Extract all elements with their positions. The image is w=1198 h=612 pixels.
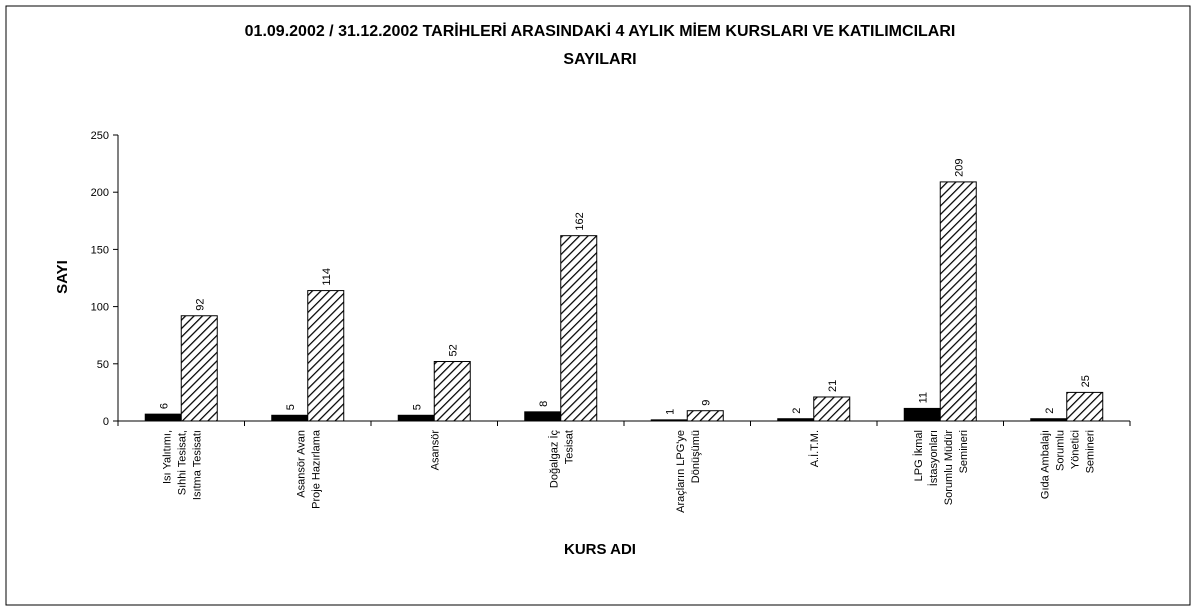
value-label: 52 — [447, 344, 459, 356]
x-tick-label-line: Sorumlu Müdür — [943, 430, 955, 506]
value-label: 92 — [194, 299, 206, 311]
x-tick-label: Gıda Ambalajı Sorumlu Yönetici Semineri — [1039, 430, 1096, 499]
x-tick-label-line: Tesisat — [563, 430, 575, 464]
chart-title: 01.09.2002 / 31.12.2002 TARİHLERİ ARASIN… — [245, 22, 956, 40]
y-tick-label: 150 — [91, 244, 109, 256]
value-label: 6 — [158, 403, 170, 409]
bar — [1030, 418, 1068, 422]
value-label: 5 — [411, 404, 423, 410]
x-tick-label-line: Asansör — [429, 430, 441, 471]
value-label: 11 — [917, 392, 929, 403]
x-tick-label-line: Doğalgaz İç — [547, 430, 560, 489]
x-tick-label: LPG İkmal İstasyonları Sorumlu Müdür Semine… — [912, 430, 970, 506]
x-tick-label: Isı Yalıtımı, Sıhhi Tesisat, Isıtma Tesisa… — [161, 430, 203, 500]
x-tick-label-line: Yönetici — [1069, 430, 1081, 469]
bar — [524, 411, 562, 422]
bar — [650, 419, 688, 422]
x-tick-label-line: A.İ.T.M. — [808, 430, 821, 467]
bar — [180, 315, 218, 422]
value-label: 8 — [538, 401, 550, 407]
bar — [397, 414, 435, 422]
x-tick-label-line: Isı Yalıtımı, — [161, 430, 173, 484]
x-tick-label-line: Proje Hazırlama — [310, 429, 322, 509]
y-tick-label: 200 — [91, 187, 109, 199]
x-tick-label-line: Sorumlu — [1054, 430, 1066, 471]
x-tick-label-line: Araçların LPG'ye — [675, 430, 687, 513]
bar — [560, 235, 598, 422]
x-tick-label: Araçların LPG'ye Dönüşümü — [675, 430, 702, 513]
x-tick-label-line: Semineri — [958, 430, 970, 473]
x-tick-label-line: Gıda Ambalajı — [1039, 430, 1051, 499]
value-label: 162 — [574, 212, 586, 230]
y-axis-label: SAYI — [54, 260, 71, 294]
value-label: 2 — [1044, 408, 1056, 414]
x-axis-label: KURS ADI — [564, 541, 636, 558]
x-tick-label-line: Dönüşümü — [690, 430, 702, 483]
y-tick-label: 50 — [97, 359, 109, 371]
x-tick-label-line: Asansör Avan — [295, 430, 307, 498]
bar — [1066, 391, 1104, 422]
chart-border — [5, 5, 1191, 606]
value-label: 209 — [953, 159, 965, 177]
x-tick-label: Asansör — [429, 430, 441, 471]
y-tick-label: 100 — [91, 302, 109, 314]
x-tick-label-line: Semineri — [1084, 430, 1096, 473]
bar — [903, 407, 941, 422]
x-tick-label-line: İstasyonları — [927, 430, 940, 486]
bar — [813, 396, 851, 422]
value-label: 21 — [827, 380, 839, 392]
x-tick-label: Asansör Avan Proje Hazırlama — [295, 429, 322, 509]
bar — [777, 418, 815, 422]
bar — [433, 361, 471, 422]
bar — [271, 414, 309, 422]
y-tick-label: 250 — [91, 130, 109, 142]
y-tick-label: 0 — [103, 416, 109, 428]
x-tick-label: A.İ.T.M. — [808, 430, 821, 467]
value-label: 1 — [664, 409, 676, 415]
bar — [939, 181, 977, 422]
x-tick-label-line: LPG İkmal — [912, 430, 925, 481]
x-tick-label: Doğalgaz İç Tesisat — [547, 430, 575, 489]
value-label: 25 — [1080, 375, 1092, 387]
x-tick-label-line: Sıhhi Tesisat, — [176, 430, 188, 495]
value-label: 114 — [321, 268, 333, 286]
value-label: 9 — [700, 400, 712, 406]
bar — [144, 413, 182, 422]
x-tick-label-line: Isıtma Tesisatı — [191, 430, 203, 500]
value-label: 2 — [791, 408, 803, 414]
bar — [307, 290, 345, 422]
bar — [686, 410, 724, 422]
value-label: 5 — [285, 404, 297, 410]
chart-title: SAYILARI — [563, 51, 636, 68]
